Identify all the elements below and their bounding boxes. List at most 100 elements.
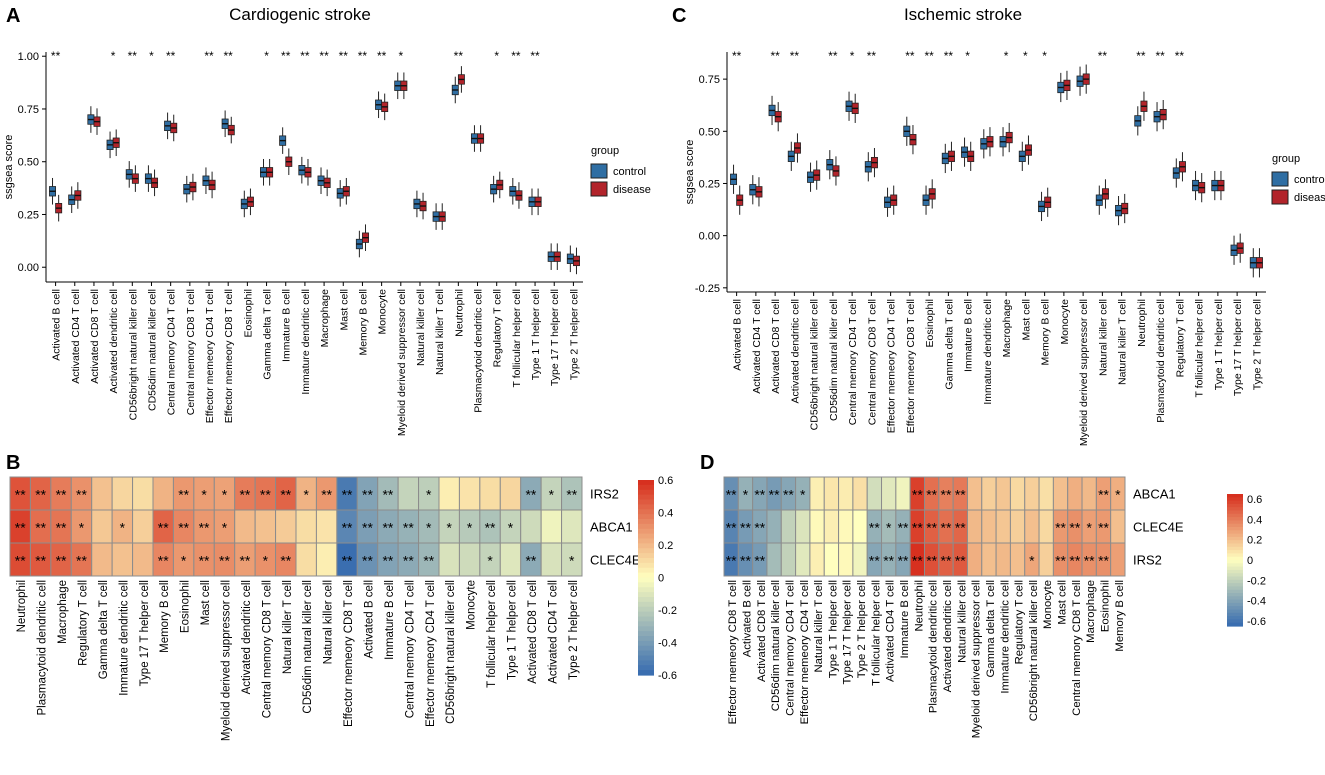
cell-significance: * — [1086, 520, 1092, 536]
cell-significance: ** — [726, 553, 737, 569]
x-tick-label: Monocyte — [1059, 299, 1071, 345]
significance-mark: * — [264, 49, 269, 63]
y-tick-label: 1.00 — [18, 51, 39, 63]
colorbar-segment — [1227, 569, 1243, 574]
heatmap-cell — [809, 476, 825, 511]
legend-label: control — [1294, 174, 1325, 186]
x-tick-label: Mast cell — [1020, 299, 1032, 340]
column-label: Effector memeory CD8 T cell — [343, 580, 355, 727]
x-tick-label: Eosinophil — [924, 299, 936, 347]
legend-swatch-disease — [590, 181, 608, 197]
legend-label: control — [613, 166, 646, 178]
colorbar-segment — [638, 567, 654, 574]
cell-significance: * — [120, 520, 126, 536]
column-label: Activated B cell — [364, 580, 376, 659]
column-label: Eosinophil — [1100, 580, 1112, 632]
heatmap-cell — [1024, 476, 1040, 511]
column-label: CD56bright natural killer cell — [1028, 580, 1040, 721]
cell-significance: ** — [362, 553, 373, 569]
heatmap-cell — [499, 542, 522, 577]
x-tick-label: Type 1 T helper cell — [1213, 299, 1225, 390]
x-tick-label: CD56bright natural killer cell — [809, 299, 821, 430]
heatmap-cell — [995, 476, 1011, 511]
heatmap-cell — [966, 476, 983, 511]
colorbar-segment — [1227, 540, 1243, 545]
heatmap-cell — [766, 542, 782, 577]
column-label: Effector memeory CD8 T cell — [727, 580, 739, 724]
legend-swatch-control — [590, 163, 608, 179]
colorbar-segment — [1227, 599, 1243, 604]
significance-mark: ** — [905, 49, 915, 63]
x-tick-label: Myeloid derived suppressor cell — [396, 289, 408, 436]
x-tick-label: Activated CD4 T cell — [751, 299, 763, 394]
x-tick-label: Neutrophil — [453, 289, 465, 337]
x-tick-label: Activated CD8 T cell — [89, 289, 101, 384]
significance-mark: ** — [166, 49, 176, 63]
column-label: Central memory CD4 T cell — [404, 580, 416, 718]
row-label: IRS2 — [1133, 553, 1162, 568]
cell-significance: ** — [1098, 553, 1109, 569]
x-tick-label: Plasmacytoid dendritic cell — [473, 289, 485, 413]
cell-significance: * — [426, 487, 432, 503]
cell-significance: ** — [926, 553, 937, 569]
significance-mark: ** — [530, 49, 540, 63]
colorbar-segment — [1227, 520, 1243, 525]
column-label: Plasmacytoid dendritic cell — [37, 580, 49, 716]
boxplot-panel-c: C Ischemic stroke -0.25 0.00 0.25 0.50 0.75 ssg… — [672, 5, 1325, 446]
cell-significance: * — [549, 487, 555, 503]
colorbar-segment — [638, 533, 654, 540]
heatmap-cell — [315, 542, 338, 577]
cell-significance: ** — [35, 487, 46, 503]
cell-significance: ** — [1084, 553, 1095, 569]
x-tick-label: Type 2 T helper cell — [1251, 299, 1263, 390]
cell-significance: ** — [1098, 487, 1109, 503]
heatmap-cell — [981, 509, 997, 544]
x-tick-label: Central memory CD4 T cell — [166, 289, 178, 415]
significance-mark: * — [111, 49, 116, 63]
cell-significance: ** — [726, 487, 737, 503]
x-tick-label: Activated B cell — [732, 299, 744, 371]
cell-significance: ** — [15, 520, 26, 536]
legend-title: group — [1272, 153, 1300, 165]
colorbar-segment — [1227, 602, 1243, 607]
colorbar-segment — [638, 597, 654, 603]
cell-significance: * — [426, 520, 432, 536]
column-label: Neutrophil — [913, 580, 925, 632]
x-tick-label: Central memory CD8 T cell — [866, 299, 878, 425]
column-label: Natural killer T cell — [282, 580, 294, 674]
column-label: Myeloid derived suppressor cell — [971, 580, 983, 738]
boxplot-panel-a: A Cardiogenic stroke 0.00 0.25 0.50 0.75 1.00 s… — [3, 5, 651, 436]
colorbar-segment — [1227, 536, 1243, 541]
row-label: CLEC4E — [590, 553, 641, 568]
y-tick-label: 0.75 — [699, 74, 720, 86]
x-tick-label: Monocyte — [377, 289, 389, 335]
cell-significance: ** — [342, 520, 353, 536]
heatmap-cell — [1110, 542, 1126, 577]
colorbar-tick-label: -0.6 — [1247, 616, 1266, 628]
y-tick-label: 0.00 — [699, 231, 720, 243]
column-label: Macrophage — [57, 580, 69, 644]
cell-significance: * — [508, 520, 514, 536]
column-label: Activated CD4 T cell — [547, 580, 559, 684]
heatmap-cell — [1110, 509, 1126, 544]
column-label: Natural killer cell — [956, 580, 968, 663]
row-label: CLEC4E — [1133, 520, 1184, 535]
column-label: Effector memeory CD4 T cell — [425, 580, 437, 727]
colorbar-segment — [638, 523, 654, 530]
x-tick-label: Regulatory T cell — [492, 289, 504, 367]
significance-mark: ** — [944, 49, 954, 63]
row-label: IRS2 — [590, 487, 619, 502]
panel-letter: D — [700, 452, 714, 474]
colorbar-segment — [1227, 616, 1243, 620]
heatmap-cell — [981, 476, 997, 511]
y-tick-label: -0.25 — [695, 283, 720, 295]
significance-mark: ** — [1175, 49, 1185, 63]
x-tick-label: Effector memeory CD8 T cell — [905, 299, 917, 433]
column-label: Type 2 T helper cell — [568, 580, 580, 680]
column-label: Immature dendritic cell — [999, 580, 1011, 694]
significance-mark: ** — [924, 49, 934, 63]
cell-significance: * — [222, 487, 228, 503]
heatmap-cell — [995, 542, 1011, 577]
column-label: Macrophage — [1085, 580, 1097, 643]
significance-mark: ** — [1098, 49, 1108, 63]
